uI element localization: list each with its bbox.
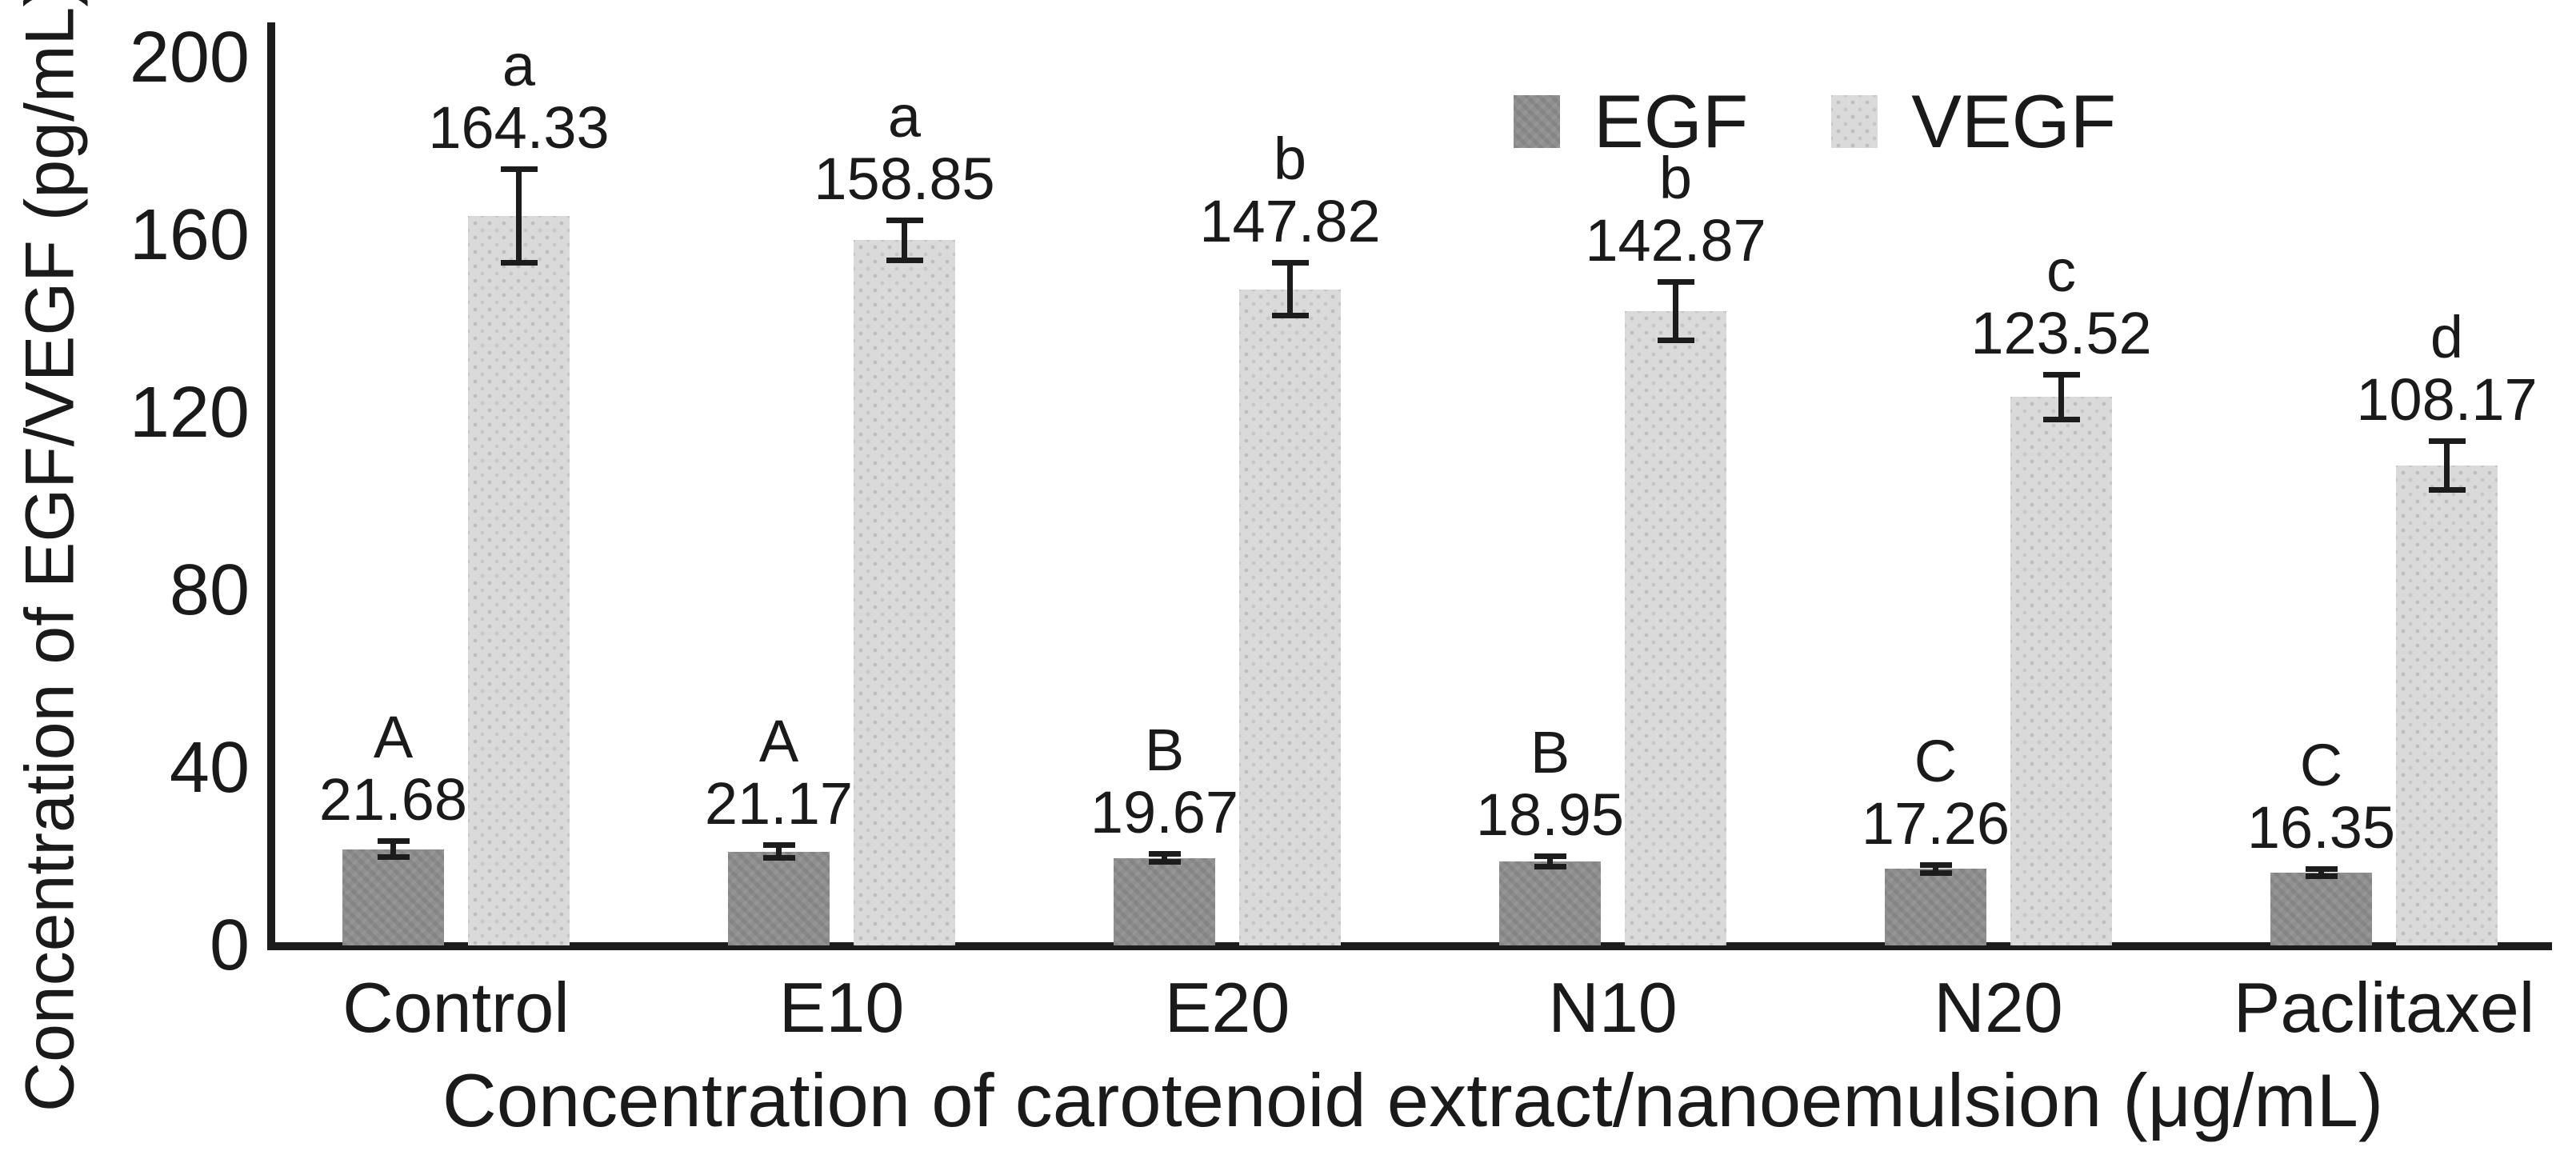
error-bar-stem	[2318, 869, 2324, 877]
error-bar-cap	[1534, 863, 1566, 869]
sig-letter-vegf-n10: b	[1658, 145, 1693, 212]
error-bar-cap	[762, 841, 795, 848]
legend: EGF VEGF	[1514, 78, 2116, 165]
error-bar-cap	[2428, 486, 2466, 493]
value-label-egf-n20: 17.26	[1861, 789, 2010, 857]
error-bar-stem	[1547, 856, 1553, 867]
value-label-vegf-n10: 142.87	[1585, 207, 1766, 274]
bar-egf-n20	[1885, 869, 1986, 945]
error-bar-cap	[2305, 873, 2338, 880]
value-label-vegf-e10: 158.85	[814, 145, 995, 212]
y-axis-line	[267, 22, 275, 949]
sig-letter-vegf-n20: c	[2046, 238, 2076, 305]
error-bar-cap	[1657, 279, 1694, 286]
error-bar-cap	[1919, 861, 1952, 868]
value-label-egf-e20: 19.67	[1090, 779, 1239, 846]
error-bar-stem	[776, 845, 782, 858]
error-bar-cap	[2042, 416, 2080, 422]
error-bar-cap	[1148, 851, 1181, 857]
egf-swatch-icon	[1514, 95, 1560, 148]
error-bar-stem	[1673, 282, 1678, 341]
error-bar-cap	[762, 855, 795, 861]
category-label-e20: E20	[1164, 968, 1290, 1047]
error-bar-cap	[1534, 853, 1566, 859]
error-bar-cap	[1148, 859, 1181, 865]
legend-label-egf: EGF	[1594, 79, 1749, 163]
error-bar-cap	[2305, 866, 2338, 873]
bar-vegf-e10	[854, 240, 955, 945]
y-tick-label: 200	[129, 18, 250, 98]
bar-vegf-paclitaxel	[2396, 465, 2498, 945]
bar-vegf-n10	[1625, 311, 1726, 945]
category-label-n10: N10	[1548, 968, 1678, 1047]
bar-egf-paclitaxel	[2270, 873, 2372, 945]
error-bar-cap	[500, 259, 538, 266]
bar-egf-n10	[1499, 861, 1601, 945]
y-tick-label: 40	[169, 728, 250, 808]
bar-vegf-control	[468, 215, 570, 945]
bar-vegf-n20	[2010, 397, 2112, 945]
error-bar-cap	[886, 217, 923, 223]
x-axis-line	[267, 942, 2552, 950]
value-label-egf-paclitaxel: 16.35	[2246, 794, 2396, 861]
value-label-vegf-e20: 147.82	[1199, 187, 1381, 254]
legend-item-egf: EGF	[1514, 78, 1748, 165]
value-label-egf-control: 21.68	[318, 766, 468, 833]
error-bar-cap	[377, 854, 410, 861]
error-bar-cap	[377, 838, 410, 845]
y-tick-label: 120	[129, 373, 250, 453]
error-bar-stem	[1287, 262, 1293, 316]
sig-letter-egf-paclitaxel: C	[2299, 732, 2343, 799]
bar-egf-control	[342, 849, 444, 945]
error-bar-cap	[886, 257, 923, 263]
value-label-egf-e10: 21.17	[704, 769, 854, 837]
error-bar-stem	[1933, 865, 1938, 873]
category-label-e10: E10	[778, 968, 905, 1047]
y-tick-label: 0	[209, 905, 250, 985]
value-label-vegf-paclitaxel: 108.17	[2356, 366, 2538, 433]
sig-letter-egf-e20: B	[1144, 717, 1185, 784]
value-label-vegf-control: 164.33	[428, 94, 610, 162]
error-bar-cap	[1919, 869, 1952, 876]
legend-label-vegf: VEGF	[1911, 79, 2117, 163]
sig-letter-vegf-e10: a	[887, 82, 922, 150]
error-bar-cap	[2428, 438, 2466, 444]
sig-letter-egf-n20: C	[1914, 727, 1958, 794]
category-label-control: Control	[342, 968, 570, 1047]
y-tick-label: 160	[129, 195, 250, 275]
sig-letter-egf-control: A	[373, 704, 414, 771]
value-label-vegf-n20: 123.52	[1970, 300, 2152, 367]
category-label-paclitaxel: Paclitaxel	[2233, 968, 2535, 1047]
bar-vegf-e20	[1239, 289, 1341, 945]
error-bar-cap	[2042, 372, 2080, 378]
error-bar-stem	[1162, 853, 1167, 862]
sig-letter-egf-e10: A	[758, 707, 799, 774]
error-bar-stem	[2058, 374, 2064, 420]
error-bar-stem	[516, 169, 522, 263]
bar-egf-e10	[728, 851, 830, 945]
vegf-swatch-icon	[1831, 95, 1878, 148]
value-label-egf-n10: 18.95	[1475, 781, 1625, 848]
error-bar-stem	[390, 841, 396, 857]
legend-item-vegf: VEGF	[1831, 78, 2116, 165]
sig-letter-vegf-e20: b	[1273, 125, 1307, 192]
bar-egf-e20	[1114, 857, 1215, 945]
category-label-n20: N20	[1934, 968, 2063, 1047]
y-tick-label: 80	[169, 550, 250, 630]
error-bar-cap	[500, 166, 538, 173]
sig-letter-vegf-control: a	[502, 32, 536, 99]
error-bar-cap	[1271, 313, 1309, 319]
error-bar-cap	[1271, 259, 1309, 266]
error-bar-stem	[902, 220, 907, 261]
sig-letter-vegf-paclitaxel: d	[2430, 303, 2464, 370]
x-axis-title: Concentration of carotenoid extract/nano…	[442, 1058, 2384, 1142]
error-bar-cap	[1657, 337, 1694, 343]
error-bar-stem	[2444, 441, 2450, 490]
sig-letter-egf-n10: B	[1530, 718, 1570, 785]
